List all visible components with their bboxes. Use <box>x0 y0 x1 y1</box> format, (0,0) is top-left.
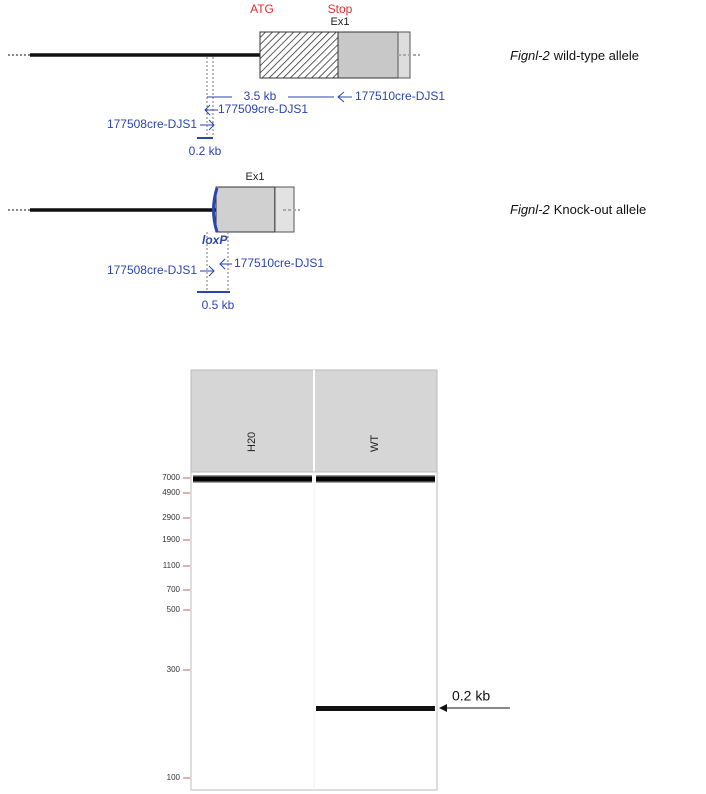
primer-arrow <box>338 92 352 102</box>
stop-label: Stop <box>328 2 353 16</box>
product-label: 0.2 kb <box>189 144 222 158</box>
ladder-label: 7000 <box>162 473 180 482</box>
gel: H20 WT 0.2 kb 7000 4900 2900 1900 1100 700 500… <box>162 370 510 790</box>
lane-label: H20 <box>246 432 258 452</box>
ladder-label: 1100 <box>163 561 181 570</box>
coding-exon <box>260 32 338 78</box>
ladder-label: 100 <box>167 773 181 782</box>
ladder-label: 1900 <box>162 535 180 544</box>
lane-label: WT <box>369 435 381 452</box>
atg-label: ATG <box>250 2 274 16</box>
primer-arrow <box>220 259 232 269</box>
primer-label: 177509cre-DJS1 <box>218 102 308 116</box>
ladder-label: 2900 <box>162 513 180 522</box>
figure: ATG Stop Ex1 Fignl-2wild-type allele 3.5… <box>0 0 706 794</box>
band-label: 0.2 kb <box>452 688 490 704</box>
ladder-label: 500 <box>167 605 181 614</box>
allele-name: Knock-out allele <box>554 202 647 217</box>
marker-band <box>316 475 435 483</box>
allele-name: wild-type allele <box>553 48 639 63</box>
primer-label: 177508cre-DJS1 <box>107 117 197 131</box>
gene-name: Fignl-2 <box>510 48 551 63</box>
primer-arrow <box>200 266 214 276</box>
marker-band <box>193 475 312 483</box>
primer-label: 177508cre-DJS1 <box>107 263 197 277</box>
loxp-label: loxP <box>202 233 228 247</box>
primer-label: 177510cre-DJS1 <box>234 256 324 270</box>
exon-label: Ex1 <box>246 171 265 183</box>
gene-name: Fignl-2 <box>510 202 551 217</box>
ladder-label: 4900 <box>162 488 180 497</box>
primer-label: 177510cre-DJS1 <box>355 89 445 103</box>
product-label: 0.5 kb <box>202 298 235 312</box>
distance-label: 3.5 kb <box>244 89 277 103</box>
sample-band <box>316 706 435 711</box>
ladder-label: 300 <box>167 665 181 674</box>
exon-label: Ex1 <box>331 16 350 28</box>
ladder-label: 700 <box>167 585 181 594</box>
